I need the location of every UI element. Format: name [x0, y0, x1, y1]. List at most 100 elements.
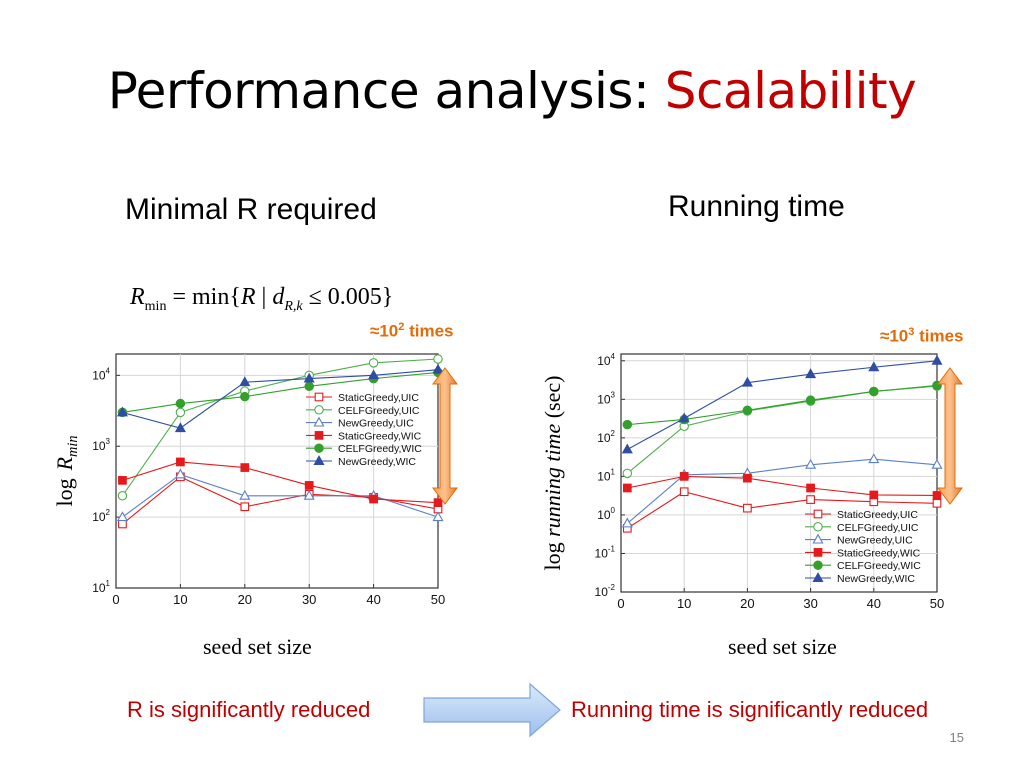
- data-point: [931, 458, 943, 469]
- y-axis-label: logRmin: [52, 435, 81, 506]
- data-point: [621, 443, 633, 454]
- title-accent: Scalability: [664, 62, 917, 120]
- y-tick-label: 100: [597, 506, 615, 522]
- left-note-exp: 2: [398, 321, 405, 333]
- right-note-exp: 3: [908, 326, 915, 338]
- legend-marker: [314, 431, 324, 440]
- data-point: [118, 476, 127, 485]
- series-line: [122, 369, 439, 429]
- slide-title: Performance analysis: Scalability: [0, 62, 1024, 120]
- series-staticgreedy-wic: [622, 472, 942, 500]
- legend-entry: StaticGreedy,UIC: [338, 392, 419, 404]
- right-times-note: ≈103 times: [880, 326, 964, 347]
- left-note-suffix: times: [404, 321, 454, 341]
- legend-entry: CELFGreedy,WIC: [837, 560, 921, 572]
- x-tick-label: 10: [677, 596, 691, 611]
- data-point: [433, 354, 443, 364]
- formula-eq: = min{: [166, 284, 241, 310]
- x-tick-label: 20: [238, 592, 252, 607]
- legend-marker: [314, 405, 324, 415]
- y-tick-label: 103: [597, 390, 615, 406]
- data-point: [805, 458, 817, 469]
- series-staticgreedy-wic: [118, 457, 443, 507]
- left-times-note: ≈102 times: [370, 321, 454, 342]
- x-tick-label: 40: [867, 596, 881, 611]
- rmin-formula: Rmin = min{R | dR,k ≤ 0.005}: [130, 284, 393, 315]
- data-point: [304, 481, 314, 490]
- series-newgreedy-wic: [621, 354, 943, 454]
- running-time-chart: 0 10 20 30 40 50 10-2 10-1 100 101 102 103 104 log ru…: [540, 352, 944, 611]
- data-point: [743, 503, 752, 513]
- data-point: [433, 498, 443, 507]
- legend-marker: [813, 509, 823, 519]
- legend-marker: [813, 560, 823, 570]
- x-tick-label: 0: [112, 592, 119, 607]
- y-tick-label: 104: [597, 352, 615, 368]
- data-point: [805, 368, 817, 379]
- data-point: [868, 361, 880, 372]
- rmin-chart: 0 10 20 30 40 50 101 102 103 104 logRmin StaticGree…: [52, 353, 445, 607]
- formula-lhs-sub: min: [144, 298, 167, 314]
- legend-entry: CELFGreedy,WIC: [338, 443, 422, 455]
- legend-marker: [812, 572, 824, 582]
- data-point: [118, 519, 127, 529]
- data-point: [743, 473, 752, 483]
- legend-entry: CELFGreedy,UIC: [837, 522, 919, 534]
- formula-rhs: ≤ 0.005}: [302, 284, 394, 310]
- series-line: [627, 384, 938, 426]
- data-point: [622, 419, 633, 430]
- x-tick-label: 20: [740, 596, 754, 611]
- data-point: [806, 495, 815, 504]
- series-line: [121, 358, 439, 497]
- series-line: [122, 371, 439, 413]
- legend-entry: NewGreedy,WIC: [837, 573, 915, 585]
- data-point: [432, 363, 444, 374]
- x-tick-label: 50: [930, 596, 944, 611]
- right-x-caption: seed set size: [728, 634, 837, 659]
- data-point: [304, 381, 314, 392]
- data-point: [932, 491, 942, 500]
- y-tick-label: 10-1: [595, 544, 616, 560]
- series-newgreedy-wic: [116, 363, 444, 433]
- y-tick-label: 10-2: [595, 583, 616, 599]
- left-conclusion: R is significantly reduced: [127, 697, 371, 722]
- legend-marker: [313, 416, 325, 427]
- right-note-prefix: ≈10: [880, 326, 909, 346]
- data-point: [432, 511, 444, 522]
- data-point: [805, 395, 816, 405]
- legend-marker: [812, 533, 824, 544]
- data-point: [174, 422, 186, 433]
- data-point: [116, 511, 128, 522]
- flow-arrow: [423, 682, 561, 738]
- x-tick-label: 10: [173, 592, 187, 607]
- formula-bar: |: [255, 284, 273, 310]
- legend-marker: [313, 455, 325, 465]
- legend-entry: CELFGreedy,UIC: [338, 405, 420, 417]
- formula-d-sub: R,k: [284, 298, 303, 314]
- data-point: [679, 472, 689, 481]
- y-tick-label: 103: [92, 437, 110, 453]
- data-point: [806, 483, 815, 493]
- legend-marker: [314, 392, 324, 402]
- data-point: [240, 502, 250, 512]
- series-celfgreedy-wic: [622, 380, 942, 430]
- data-point: [174, 468, 186, 479]
- data-point: [741, 376, 753, 387]
- x-tick-label: 40: [366, 592, 380, 607]
- data-point: [175, 407, 186, 418]
- right-conclusion: Running time is significantly reduced: [571, 697, 929, 722]
- left-note-prefix: ≈10: [370, 321, 399, 341]
- x-tick-label: 30: [302, 592, 316, 607]
- data-point: [621, 517, 633, 528]
- legend-entry: StaticGreedy,WIC: [338, 430, 422, 442]
- formula-lhs: R: [130, 284, 145, 310]
- series-line: [626, 458, 938, 524]
- right-note-suffix: times: [914, 326, 964, 346]
- data-point: [869, 386, 879, 397]
- data-point: [868, 453, 880, 464]
- data-point: [678, 412, 690, 423]
- y-tick-label: 101: [92, 579, 110, 595]
- data-point: [240, 391, 250, 402]
- legend-marker: [314, 443, 324, 453]
- data-point: [176, 457, 185, 467]
